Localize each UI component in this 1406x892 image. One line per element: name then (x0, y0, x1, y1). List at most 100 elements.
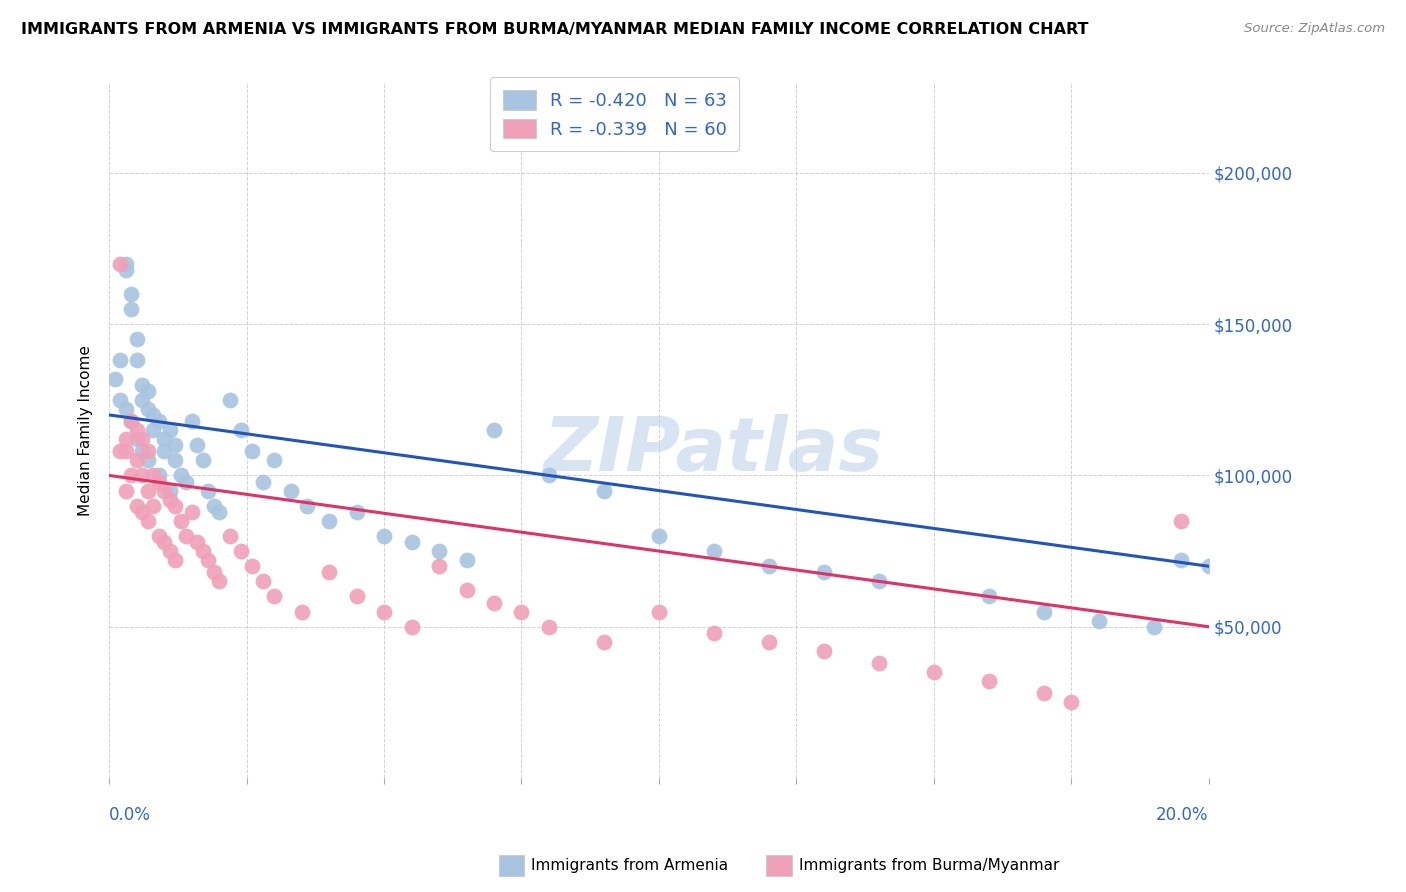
Point (373, 605, 395, 619)
Point (346, 590, 368, 604)
Point (373, 529, 395, 543)
Point (153, 483, 176, 498)
Point (427, 544, 450, 558)
Point (114, 432, 136, 446)
Point (165, 453, 187, 467)
Point (153, 432, 176, 446)
Point (197, 553, 219, 567)
Point (252, 475, 274, 489)
Point (114, 401, 136, 416)
Point (977, 674, 1000, 689)
Point (456, 553, 478, 567)
Point (170, 468, 193, 483)
Point (703, 544, 725, 558)
Point (114, 257, 136, 271)
Point (240, 444, 263, 458)
Point (110, 444, 132, 458)
Point (219, 392, 242, 407)
Point (125, 432, 148, 446)
Point (148, 414, 170, 428)
Point (174, 529, 197, 543)
Text: IMMIGRANTS FROM ARMENIA VS IMMIGRANTS FROM BURMA/MYANMAR MEDIAN FAMILY INCOME CO: IMMIGRANTS FROM ARMENIA VS IMMIGRANTS FR… (21, 22, 1088, 37)
Point (1170, 553, 1192, 567)
Point (318, 514, 340, 528)
Point (1087, 614, 1109, 628)
Point (131, 468, 153, 483)
Point (136, 384, 159, 398)
Point (1198, 559, 1220, 574)
Point (110, 257, 132, 271)
Point (114, 444, 136, 458)
Point (191, 453, 214, 467)
Text: Immigrants from Burma/Myanmar: Immigrants from Burma/Myanmar (799, 858, 1059, 872)
Point (136, 483, 159, 498)
Point (482, 423, 505, 437)
Point (263, 453, 285, 467)
Point (125, 453, 148, 467)
Point (136, 444, 159, 458)
Point (401, 620, 423, 634)
Point (813, 644, 835, 658)
Point (202, 499, 225, 513)
Point (131, 505, 153, 519)
Point (1032, 605, 1054, 619)
Point (180, 505, 202, 519)
Point (120, 414, 142, 428)
Point (456, 583, 478, 598)
Point (208, 505, 231, 519)
Point (120, 301, 142, 316)
Point (125, 353, 148, 368)
Point (813, 566, 835, 580)
Point (186, 438, 208, 452)
Point (114, 262, 136, 277)
Point (148, 468, 170, 483)
Point (346, 505, 368, 519)
Text: Source: ZipAtlas.com: Source: ZipAtlas.com (1244, 22, 1385, 36)
Point (295, 499, 318, 513)
Point (131, 444, 153, 458)
Point (231, 423, 253, 437)
Point (136, 401, 159, 416)
Point (648, 605, 671, 619)
Point (120, 414, 142, 428)
Point (922, 665, 945, 679)
Point (120, 468, 142, 483)
Legend: R = -0.420   N = 63, R = -0.339   N = 60: R = -0.420 N = 63, R = -0.339 N = 60 (491, 78, 740, 152)
Point (136, 514, 159, 528)
Point (1170, 514, 1192, 528)
Point (142, 408, 165, 422)
Point (537, 620, 560, 634)
Point (148, 529, 170, 543)
Point (202, 566, 225, 580)
Point (291, 605, 314, 619)
Point (263, 590, 285, 604)
Point (114, 483, 136, 498)
Point (142, 423, 165, 437)
Point (593, 635, 616, 649)
Point (482, 595, 505, 609)
Point (1143, 620, 1166, 634)
Point (110, 392, 132, 407)
Point (401, 535, 423, 549)
Point (159, 423, 181, 437)
Point (977, 590, 1000, 604)
Point (648, 529, 671, 543)
Point (703, 625, 725, 640)
Point (125, 423, 148, 437)
Point (125, 499, 148, 513)
Point (120, 287, 142, 301)
Point (318, 566, 340, 580)
Point (153, 444, 176, 458)
Point (1032, 686, 1054, 700)
Point (427, 559, 450, 574)
Point (231, 544, 253, 558)
Point (252, 574, 274, 589)
Point (174, 475, 197, 489)
Point (240, 559, 263, 574)
Point (159, 492, 181, 507)
Point (165, 438, 187, 452)
Point (537, 468, 560, 483)
Point (758, 559, 780, 574)
Point (153, 535, 176, 549)
Point (104, 371, 127, 385)
